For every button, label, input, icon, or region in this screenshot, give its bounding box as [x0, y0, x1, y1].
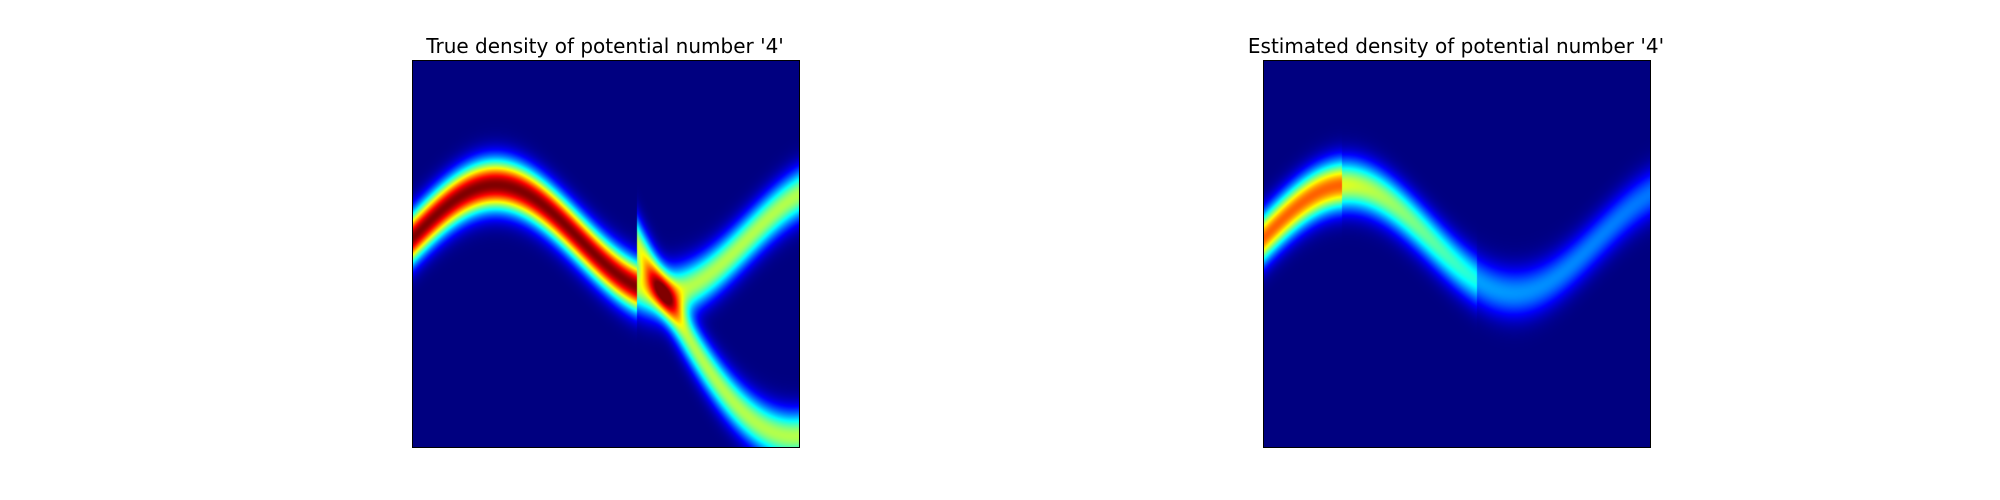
left-title: True density of potential number '4'	[426, 34, 784, 58]
right-title: Estimated density of potential number '4…	[1247, 34, 1665, 58]
left-heatmap	[412, 60, 800, 448]
right-heatmap	[1263, 60, 1651, 448]
